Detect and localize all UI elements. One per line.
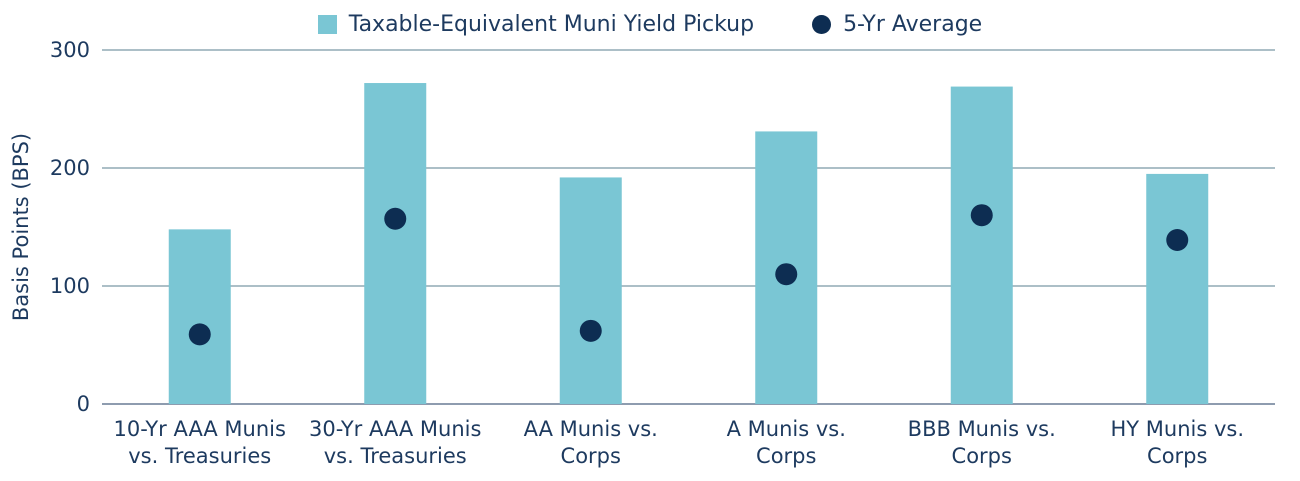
x-tick-label-line: AA Munis vs. — [524, 417, 658, 441]
y-tick-labels: 0 100 200 300 — [50, 38, 90, 416]
average-dot — [1166, 228, 1189, 251]
average-dot — [579, 319, 602, 342]
x-tick-label-line: Corps — [756, 444, 816, 468]
bar — [950, 86, 1013, 404]
y-tick-label: 100 — [50, 274, 90, 298]
legend-label-yield-pickup: Taxable-Equivalent Muni Yield Pickup — [348, 12, 755, 37]
x-tick-label-line: 10-Yr AAA Munis — [114, 417, 286, 441]
x-tick-label-line: A Munis vs. — [727, 417, 846, 441]
bar — [559, 177, 622, 404]
bar — [168, 229, 231, 404]
x-tick-label: AA Munis vs. Corps — [524, 417, 658, 468]
x-tick-label-line: Corps — [952, 444, 1012, 468]
x-tick-label: A Munis vs. Corps — [727, 417, 846, 468]
y-tick-label: 200 — [50, 156, 90, 180]
average-dots — [188, 204, 1189, 346]
average-dot — [970, 204, 993, 227]
x-tick-label: BBB Munis vs. Corps — [908, 417, 1056, 468]
x-tick-label-line: Corps — [1147, 444, 1207, 468]
x-tick-label: 30-Yr AAA Munis vs. Treasuries — [309, 417, 481, 468]
bar — [1146, 173, 1209, 404]
x-tick-label-line: HY Munis vs. — [1110, 417, 1244, 441]
average-dot — [384, 207, 407, 230]
bar — [364, 83, 427, 404]
legend-swatch-dot — [812, 15, 832, 34]
average-dot — [188, 323, 211, 346]
legend-item-5yr-average: 5-Yr Average — [812, 12, 982, 37]
bars — [168, 83, 1209, 405]
gridlines — [102, 49, 1275, 405]
legend-item-yield-pickup: Taxable-Equivalent Muni Yield Pickup — [317, 12, 755, 37]
y-axis-label: Basis Points (BPS) — [9, 133, 33, 321]
legend: Taxable-Equivalent Muni Yield Pickup 5-Y… — [0, 12, 1300, 37]
y-tick-label: 0 — [77, 392, 90, 416]
legend-label-5yr-average: 5-Yr Average — [843, 12, 983, 37]
legend-swatch-bar — [317, 15, 337, 34]
average-dot — [775, 263, 798, 286]
x-tick-label-line: BBB Munis vs. — [908, 417, 1056, 441]
y-tick-label: 300 — [50, 38, 90, 62]
x-tick-label-line: vs. Treasuries — [128, 444, 271, 468]
x-tick-label-line: Corps — [561, 444, 621, 468]
x-tick-label-line: vs. Treasuries — [324, 444, 467, 468]
x-tick-label-line: 30-Yr AAA Munis — [309, 417, 481, 441]
x-tick-label: HY Munis vs. Corps — [1110, 417, 1244, 468]
x-tick-label: 10-Yr AAA Munis vs. Treasuries — [114, 417, 286, 468]
